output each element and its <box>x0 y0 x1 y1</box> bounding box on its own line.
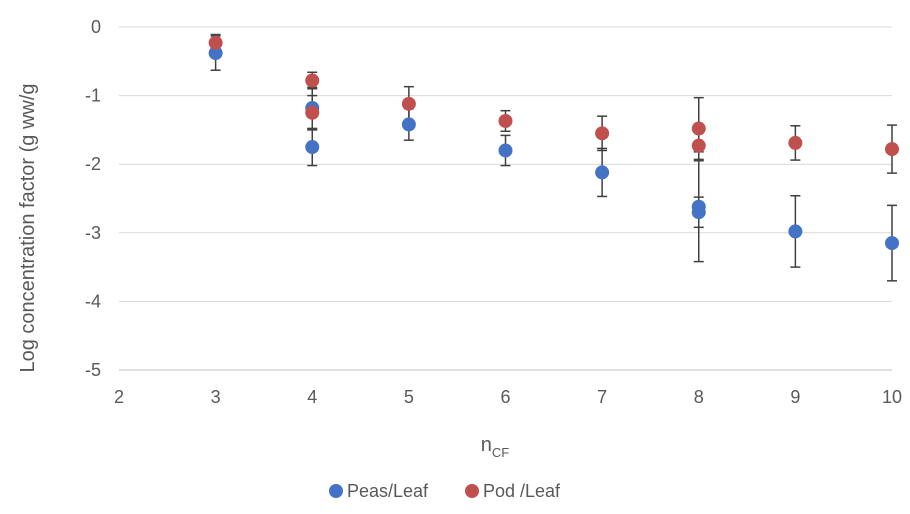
x-tick-label: 6 <box>500 387 510 407</box>
legend-marker <box>329 484 343 498</box>
data-point-pod-leaf <box>691 138 706 153</box>
legend-label: Pod /Leaf <box>483 481 561 501</box>
data-point-pod-leaf <box>208 35 223 50</box>
x-axis-ticks: 2 3 4 5 6 7 8 9 10 <box>114 387 902 407</box>
x-tick-label: 8 <box>694 387 704 407</box>
x-axis-title-main: n <box>481 434 492 456</box>
legend-item-pod-leaf: Pod /Leaf <box>465 481 561 501</box>
gridlines <box>119 26 892 371</box>
y-axis-title: Log concentration factor (g ww/g <box>17 83 39 372</box>
data-point-peas-leaf <box>208 46 223 61</box>
data-point-peas-leaf <box>498 143 513 158</box>
y-axis-ticks: 0 -1 -2 -3 -4 -5 <box>85 17 101 380</box>
data-point-pod-leaf <box>788 135 803 150</box>
y-tick-label: -2 <box>85 154 101 174</box>
x-tick-label: 3 <box>211 387 221 407</box>
legend-label: Peas/Leaf <box>347 481 429 501</box>
data-point-peas-leaf <box>691 205 706 220</box>
y-tick-label: -3 <box>85 223 101 243</box>
y-tick-label: -5 <box>85 360 101 380</box>
x-tick-label: 2 <box>114 387 124 407</box>
data-point-peas-leaf <box>595 165 610 180</box>
x-axis-title-subscript: CF <box>492 445 509 460</box>
data-point-pod-leaf <box>401 96 416 111</box>
x-tick-label: 10 <box>882 387 902 407</box>
data-point-peas-leaf <box>788 224 803 239</box>
y-tick-label: -4 <box>85 291 101 311</box>
legend-item-peas-leaf: Peas/Leaf <box>329 481 429 501</box>
x-axis-title: nCF <box>481 434 510 460</box>
legend-marker <box>465 484 479 498</box>
data-point-pod-leaf <box>885 142 899 157</box>
x-tick-label: 7 <box>597 387 607 407</box>
data-point-pod-leaf <box>691 121 706 136</box>
y-tick-label: -1 <box>85 86 101 106</box>
data-point-pod-leaf <box>305 73 320 88</box>
legend: Peas/Leaf Pod /Leaf <box>329 481 561 501</box>
data-point-pod-leaf <box>498 113 513 128</box>
data-point-pod-leaf <box>595 126 610 141</box>
x-tick-label: 4 <box>307 387 317 407</box>
data-point-peas-leaf <box>305 140 320 155</box>
error-bars <box>210 33 897 282</box>
data-point-peas-leaf <box>401 117 416 132</box>
data-points <box>208 35 899 251</box>
data-point-pod-leaf <box>305 105 320 120</box>
x-tick-label: 5 <box>404 387 414 407</box>
y-tick-label: 0 <box>91 17 101 37</box>
x-tick-label: 9 <box>790 387 800 407</box>
data-point-peas-leaf <box>885 236 899 251</box>
